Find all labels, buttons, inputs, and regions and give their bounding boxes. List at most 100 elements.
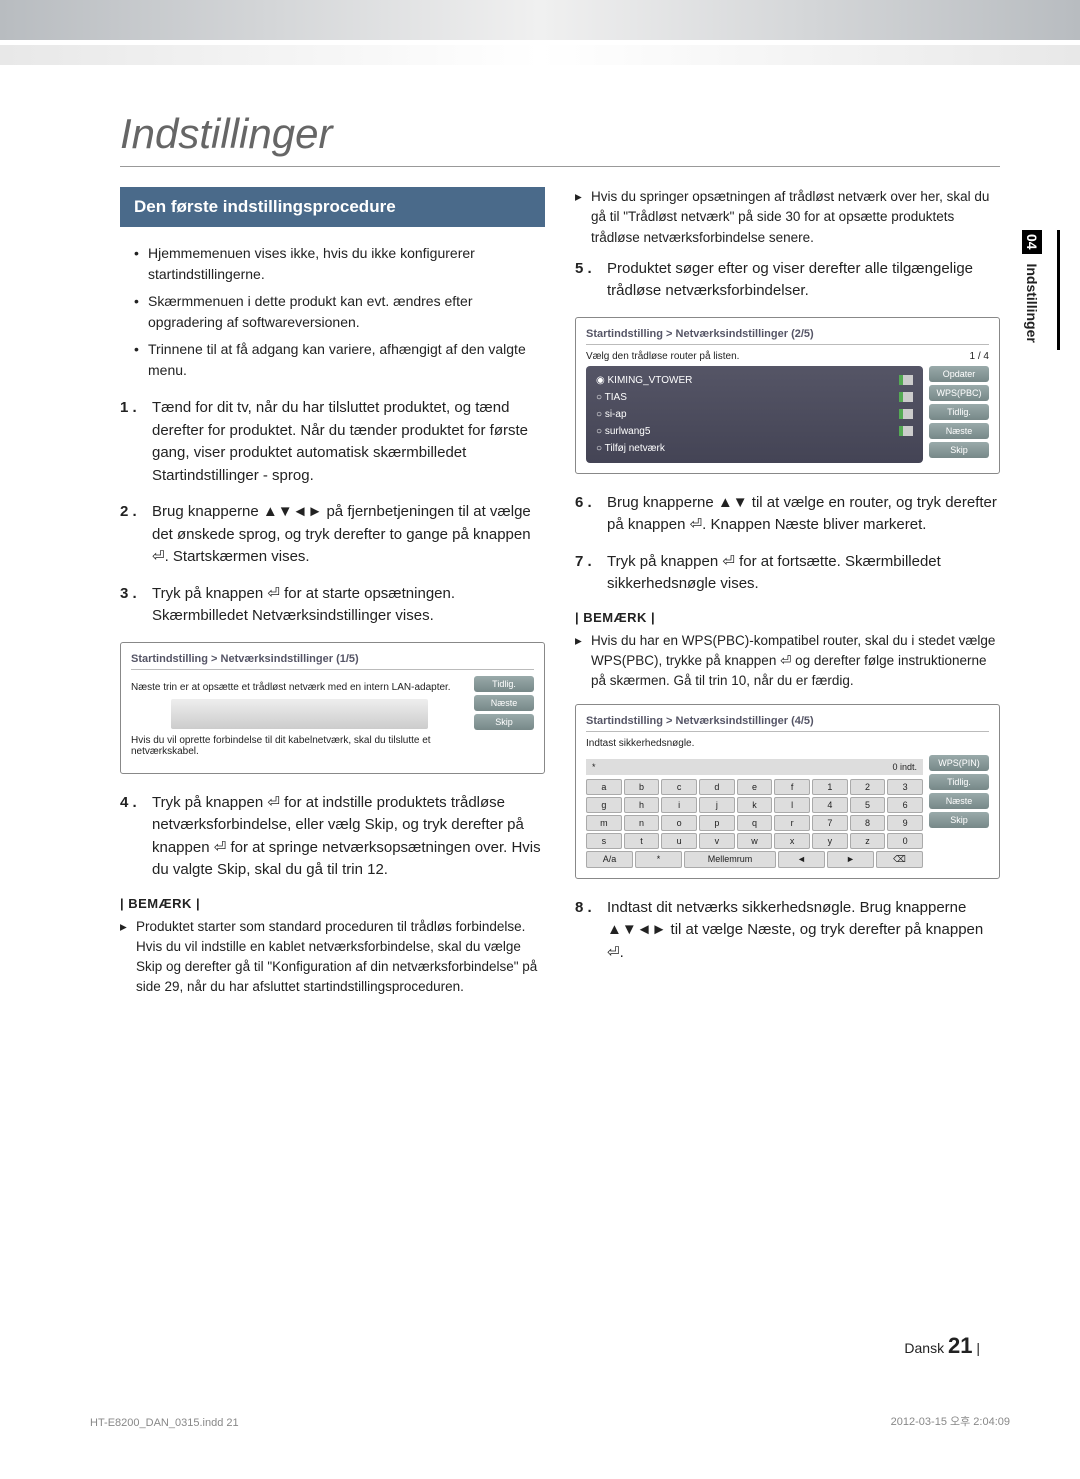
screen-title: Startindstilling > Netværksindstillinger… xyxy=(586,328,989,340)
key[interactable]: ◄ xyxy=(778,851,825,868)
right-column: ▸ Hvis du springer opsætningen af trådlø… xyxy=(575,187,1000,1008)
key[interactable]: 7 xyxy=(812,815,848,831)
key[interactable]: p xyxy=(699,815,735,831)
key[interactable]: 9 xyxy=(887,815,923,831)
key[interactable]: k xyxy=(737,797,773,813)
step-num: 7 . xyxy=(575,551,607,596)
key[interactable]: 3 xyxy=(887,779,923,795)
key[interactable]: 4 xyxy=(812,797,848,813)
screen-button[interactable]: Tidlig. xyxy=(929,404,989,420)
screen-button[interactable]: Næste xyxy=(474,695,534,711)
steps-right-3: 8 . Indtast dit netværks sikkerhedsnøgle… xyxy=(575,897,1000,965)
step-text: Brug knapperne ▲▼◄► på fjernbetjeningen … xyxy=(152,501,545,569)
screen-button[interactable]: Tidlig. xyxy=(474,676,534,692)
footer-lang: Dansk xyxy=(904,1340,944,1356)
screen-button[interactable]: Næste xyxy=(929,793,989,809)
key[interactable]: u xyxy=(661,833,697,849)
side-tab-num: 04 xyxy=(1022,230,1042,254)
key[interactable]: g xyxy=(586,797,622,813)
key[interactable]: 0 xyxy=(887,833,923,849)
key[interactable]: j xyxy=(699,797,735,813)
steps-left-2: 4 . Tryk på knappen ⏎ for at indstille p… xyxy=(120,792,545,882)
screen-desc: Hvis du vil oprette forbindelse til dit … xyxy=(131,735,468,757)
screen-button[interactable]: WPS(PIN) xyxy=(929,755,989,771)
char-count: 0 indt. xyxy=(892,762,917,772)
screen-button[interactable]: Skip xyxy=(929,812,989,828)
router-row[interactable]: ○ Tilføj netværk xyxy=(592,440,917,457)
key[interactable]: w xyxy=(737,833,773,849)
key[interactable]: r xyxy=(774,815,810,831)
key[interactable]: 6 xyxy=(887,797,923,813)
screen-button[interactable]: Skip xyxy=(474,714,534,730)
key[interactable]: f xyxy=(774,779,810,795)
screen-desc: Næste trin er at opsætte et trådløst net… xyxy=(131,682,468,693)
key[interactable]: 2 xyxy=(850,779,886,795)
key[interactable]: b xyxy=(624,779,660,795)
arrow-icon: ▸ xyxy=(575,631,591,692)
key[interactable]: 8 xyxy=(850,815,886,831)
key[interactable]: l xyxy=(774,797,810,813)
key[interactable]: a xyxy=(586,779,622,795)
steps-right-1: 5 . Produktet søger efter og viser deref… xyxy=(575,258,1000,303)
key[interactable]: m xyxy=(586,815,622,831)
step-7: 7 . Tryk på knappen ⏎ for at fortsætte. … xyxy=(575,551,1000,596)
note-text: Produktet starter som standard procedure… xyxy=(136,917,545,998)
step-text: Tænd for dit tv, når du har tilsluttet p… xyxy=(152,397,545,487)
columns: Den første indstillingsprocedure Hjemmem… xyxy=(120,187,1000,1008)
steps-left: 1 . Tænd for dit tv, når du har tilslutt… xyxy=(120,397,545,628)
key[interactable]: i xyxy=(661,797,697,813)
key[interactable]: v xyxy=(699,833,735,849)
page-title: Indstillinger xyxy=(120,110,1000,167)
key[interactable]: 5 xyxy=(850,797,886,813)
input-bar[interactable]: * 0 indt. xyxy=(586,759,923,775)
router-row[interactable]: ○ TIAS xyxy=(592,389,917,406)
page-indicator: 1 / 4 xyxy=(970,351,989,362)
screen-button[interactable]: Opdater xyxy=(929,366,989,382)
screen-button[interactable]: Næste xyxy=(929,423,989,439)
left-column: Den første indstillingsprocedure Hjemmem… xyxy=(120,187,545,1008)
router-list: ◉ KIMING_VTOWER ○ TIAS ○ si-ap ○ surlwan… xyxy=(586,366,923,463)
screen-button[interactable]: Skip xyxy=(929,442,989,458)
step-text: Tryk på knappen ⏎ for at fortsætte. Skær… xyxy=(607,551,1000,596)
key[interactable]: x xyxy=(774,833,810,849)
key-space[interactable]: Mellemrum xyxy=(684,851,776,868)
key[interactable]: n xyxy=(624,815,660,831)
side-marker xyxy=(1057,230,1060,350)
step-4: 4 . Tryk på knappen ⏎ for at indstille p… xyxy=(120,792,545,882)
key[interactable]: * xyxy=(635,851,682,868)
key[interactable]: ► xyxy=(827,851,874,868)
key[interactable]: s xyxy=(586,833,622,849)
key[interactable]: d xyxy=(699,779,735,795)
key[interactable]: z xyxy=(850,833,886,849)
screen-button[interactable]: WPS(PBC) xyxy=(929,385,989,401)
router-row[interactable]: ◉ KIMING_VTOWER xyxy=(592,372,917,389)
screenshot-3: Startindstilling > Netværksindstillinger… xyxy=(575,704,1000,879)
intro-bullets: Hjemmemenuen vises ikke, hvis du ikke ko… xyxy=(120,243,545,381)
key[interactable]: A/a xyxy=(586,851,633,868)
section-header: Den første indstillingsprocedure xyxy=(120,187,545,227)
step-6: 6 . Brug knapperne ▲▼ til at vælge en ro… xyxy=(575,492,1000,537)
step-1: 1 . Tænd for dit tv, når du har tilslutt… xyxy=(120,397,545,487)
step-text: Indtast dit netværks sikkerhedsnøgle. Br… xyxy=(607,897,1000,965)
key[interactable]: 1 xyxy=(812,779,848,795)
key[interactable]: ⌫ xyxy=(876,851,923,868)
key[interactable]: t xyxy=(624,833,660,849)
key[interactable]: o xyxy=(661,815,697,831)
router-row[interactable]: ○ surlwang5 xyxy=(592,423,917,440)
step-text: Brug knapperne ▲▼ til at vælge en router… xyxy=(607,492,1000,537)
key[interactable]: h xyxy=(624,797,660,813)
step-num: 2 . xyxy=(120,501,152,569)
key[interactable]: e xyxy=(737,779,773,795)
key[interactable]: q xyxy=(737,815,773,831)
router-row[interactable]: ○ si-ap xyxy=(592,406,917,423)
key[interactable]: c xyxy=(661,779,697,795)
key[interactable]: y xyxy=(812,833,848,849)
screen-button[interactable]: Tidlig. xyxy=(929,774,989,790)
note-item: ▸ Produktet starter som standard procedu… xyxy=(120,917,545,998)
step-text: Tryk på knappen ⏎ for at starte opsætnin… xyxy=(152,583,545,628)
meta-right: 2012-03-15 오후 2:04:09 xyxy=(891,1413,1010,1429)
footer: Dansk 21 | xyxy=(904,1333,980,1359)
page-container: Indstillinger 04 Indstillinger Den først… xyxy=(0,0,1080,1048)
steps-right-2: 6 . Brug knapperne ▲▼ til at vælge en ro… xyxy=(575,492,1000,596)
screen-title: Startindstilling > Netværksindstillinger… xyxy=(586,715,989,727)
